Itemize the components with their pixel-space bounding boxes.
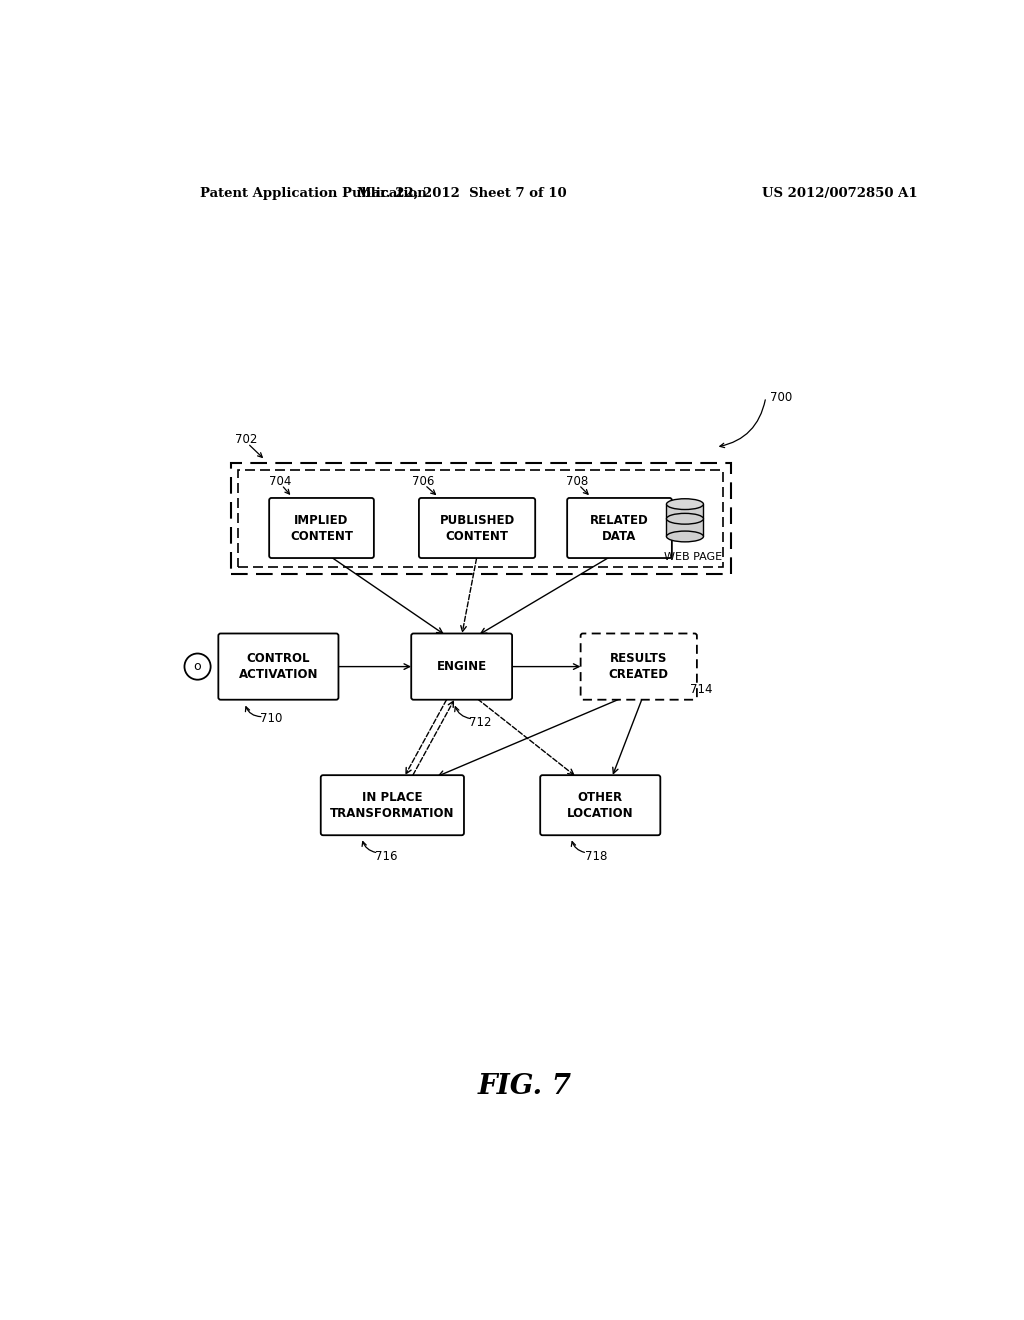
FancyBboxPatch shape (218, 634, 339, 700)
Text: 708: 708 (565, 475, 588, 488)
Text: 710: 710 (260, 713, 283, 726)
Text: PUBLISHED
CONTENT: PUBLISHED CONTENT (439, 513, 515, 543)
Text: 712: 712 (469, 715, 492, 729)
Text: ENGINE: ENGINE (436, 660, 486, 673)
Text: IMPLIED
CONTENT: IMPLIED CONTENT (290, 513, 353, 543)
FancyBboxPatch shape (321, 775, 464, 836)
Text: 706: 706 (412, 475, 434, 488)
Bar (667, 504, 703, 536)
Text: CONTROL
ACTIVATION: CONTROL ACTIVATION (239, 652, 318, 681)
Text: WEB PAGE: WEB PAGE (664, 552, 722, 562)
FancyBboxPatch shape (239, 470, 724, 566)
Ellipse shape (667, 513, 703, 524)
Ellipse shape (667, 531, 703, 543)
Text: RELATED
DATA: RELATED DATA (590, 513, 649, 543)
FancyBboxPatch shape (581, 634, 697, 700)
Text: 716: 716 (376, 850, 398, 863)
Text: IN PLACE
TRANSFORMATION: IN PLACE TRANSFORMATION (330, 791, 455, 820)
Text: FIG. 7: FIG. 7 (478, 1073, 571, 1100)
Text: 702: 702 (234, 433, 257, 446)
Text: 718: 718 (585, 850, 607, 863)
Text: US 2012/0072850 A1: US 2012/0072850 A1 (762, 186, 918, 199)
Text: 714: 714 (689, 684, 712, 696)
FancyBboxPatch shape (269, 498, 374, 558)
Text: o: o (194, 660, 202, 673)
Circle shape (184, 653, 211, 680)
FancyBboxPatch shape (230, 462, 731, 574)
Text: Mar. 22, 2012  Sheet 7 of 10: Mar. 22, 2012 Sheet 7 of 10 (356, 186, 566, 199)
FancyBboxPatch shape (567, 498, 672, 558)
Text: 704: 704 (269, 475, 292, 488)
Text: Patent Application Publication: Patent Application Publication (200, 186, 427, 199)
Text: OTHER
LOCATION: OTHER LOCATION (567, 791, 634, 820)
Text: RESULTS
CREATED: RESULTS CREATED (608, 652, 669, 681)
FancyBboxPatch shape (412, 634, 512, 700)
Ellipse shape (667, 499, 703, 510)
FancyBboxPatch shape (419, 498, 536, 558)
FancyBboxPatch shape (541, 775, 660, 836)
Text: 700: 700 (770, 391, 792, 404)
